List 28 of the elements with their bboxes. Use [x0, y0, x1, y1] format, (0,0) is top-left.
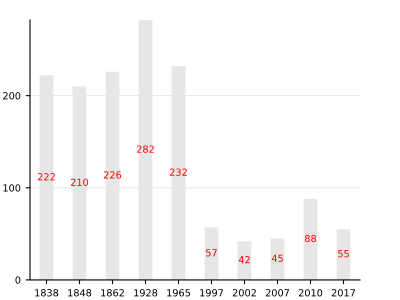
data-label: 45: [272, 254, 283, 262]
y-tick-label: 100: [3, 184, 20, 192]
x-tick-label: 1997: [200, 289, 224, 296]
bar: [270, 238, 284, 280]
bar: [238, 241, 252, 280]
x-tick-label: 1928: [134, 289, 158, 296]
x-tick-label: 1965: [167, 289, 190, 296]
data-label: 232: [170, 168, 187, 176]
x-tick-label: 2017: [332, 289, 356, 296]
x-tick-label: 2002: [232, 289, 256, 296]
data-label: 226: [104, 171, 122, 179]
y-tick-label: 200: [3, 92, 20, 100]
bar: [336, 229, 350, 280]
data-label: 88: [304, 234, 316, 242]
data-label: 57: [206, 249, 217, 256]
data-label: 55: [338, 250, 349, 258]
bar: [204, 227, 218, 280]
data-label: 222: [38, 173, 55, 180]
data-label: 282: [136, 145, 154, 153]
x-tick-label: 2007: [266, 289, 290, 296]
x-tick-label: 1848: [68, 289, 92, 296]
x-tick-label: 1838: [35, 289, 58, 296]
x-tick-label: 1862: [101, 289, 124, 296]
y-tick-label: 0: [15, 276, 20, 284]
bar: [304, 198, 318, 280]
x-tick-label: 2010: [298, 289, 322, 296]
data-label: 210: [70, 178, 88, 186]
data-label: 42: [238, 256, 250, 264]
